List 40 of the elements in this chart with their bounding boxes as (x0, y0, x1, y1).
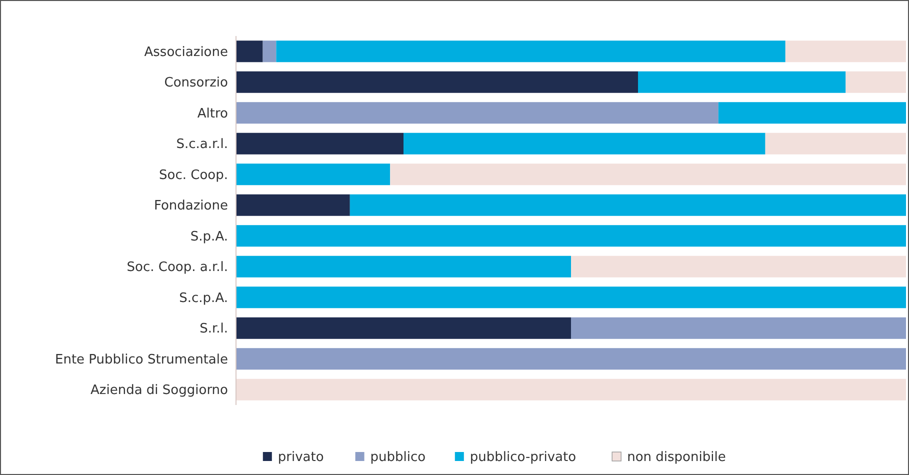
legend-label: pubblico (370, 450, 426, 465)
bar (236, 225, 906, 247)
bar (236, 348, 906, 370)
legend-label: non disponibile (627, 450, 726, 465)
bar (350, 194, 906, 216)
y-tick-label: Altro (197, 106, 228, 122)
y-tick-label: S.c.p.A. (179, 290, 228, 306)
bar (236, 286, 906, 308)
y-tick-label: Soc. Coop. (159, 168, 228, 183)
legend-label: pubblico-privato (470, 450, 576, 465)
bar (571, 317, 906, 339)
bar (236, 317, 571, 339)
bar (638, 71, 846, 93)
bar (236, 132, 404, 154)
bar (765, 132, 906, 154)
y-tick-label: S.p.A. (190, 229, 228, 244)
bar (236, 40, 263, 62)
bar (236, 194, 350, 216)
y-tick-label: Azienda di Soggiorno (90, 383, 228, 398)
bar (262, 40, 276, 62)
bar (785, 40, 906, 62)
legend-label: privato (278, 450, 324, 465)
bar (846, 71, 906, 93)
bar (236, 378, 906, 400)
bar (236, 164, 390, 186)
bar (390, 164, 906, 186)
y-tick-label: Soc. Coop. a.r.l. (126, 260, 228, 276)
y-tick-label: Ente Pubblico Strumentale (55, 352, 228, 368)
y-tick-label: Fondazione (154, 198, 228, 214)
bar (718, 102, 906, 124)
y-tick-label: Associazione (144, 44, 228, 60)
y-tick-label: S.r.l. (200, 322, 228, 337)
bar (404, 132, 766, 154)
y-tick-label: S.c.a.r.l. (176, 137, 228, 152)
y-tick-label: Consorzio (164, 76, 228, 91)
bar (276, 40, 786, 62)
bar (236, 71, 638, 93)
bar (236, 102, 718, 124)
bar (236, 256, 571, 278)
bar (571, 256, 906, 278)
